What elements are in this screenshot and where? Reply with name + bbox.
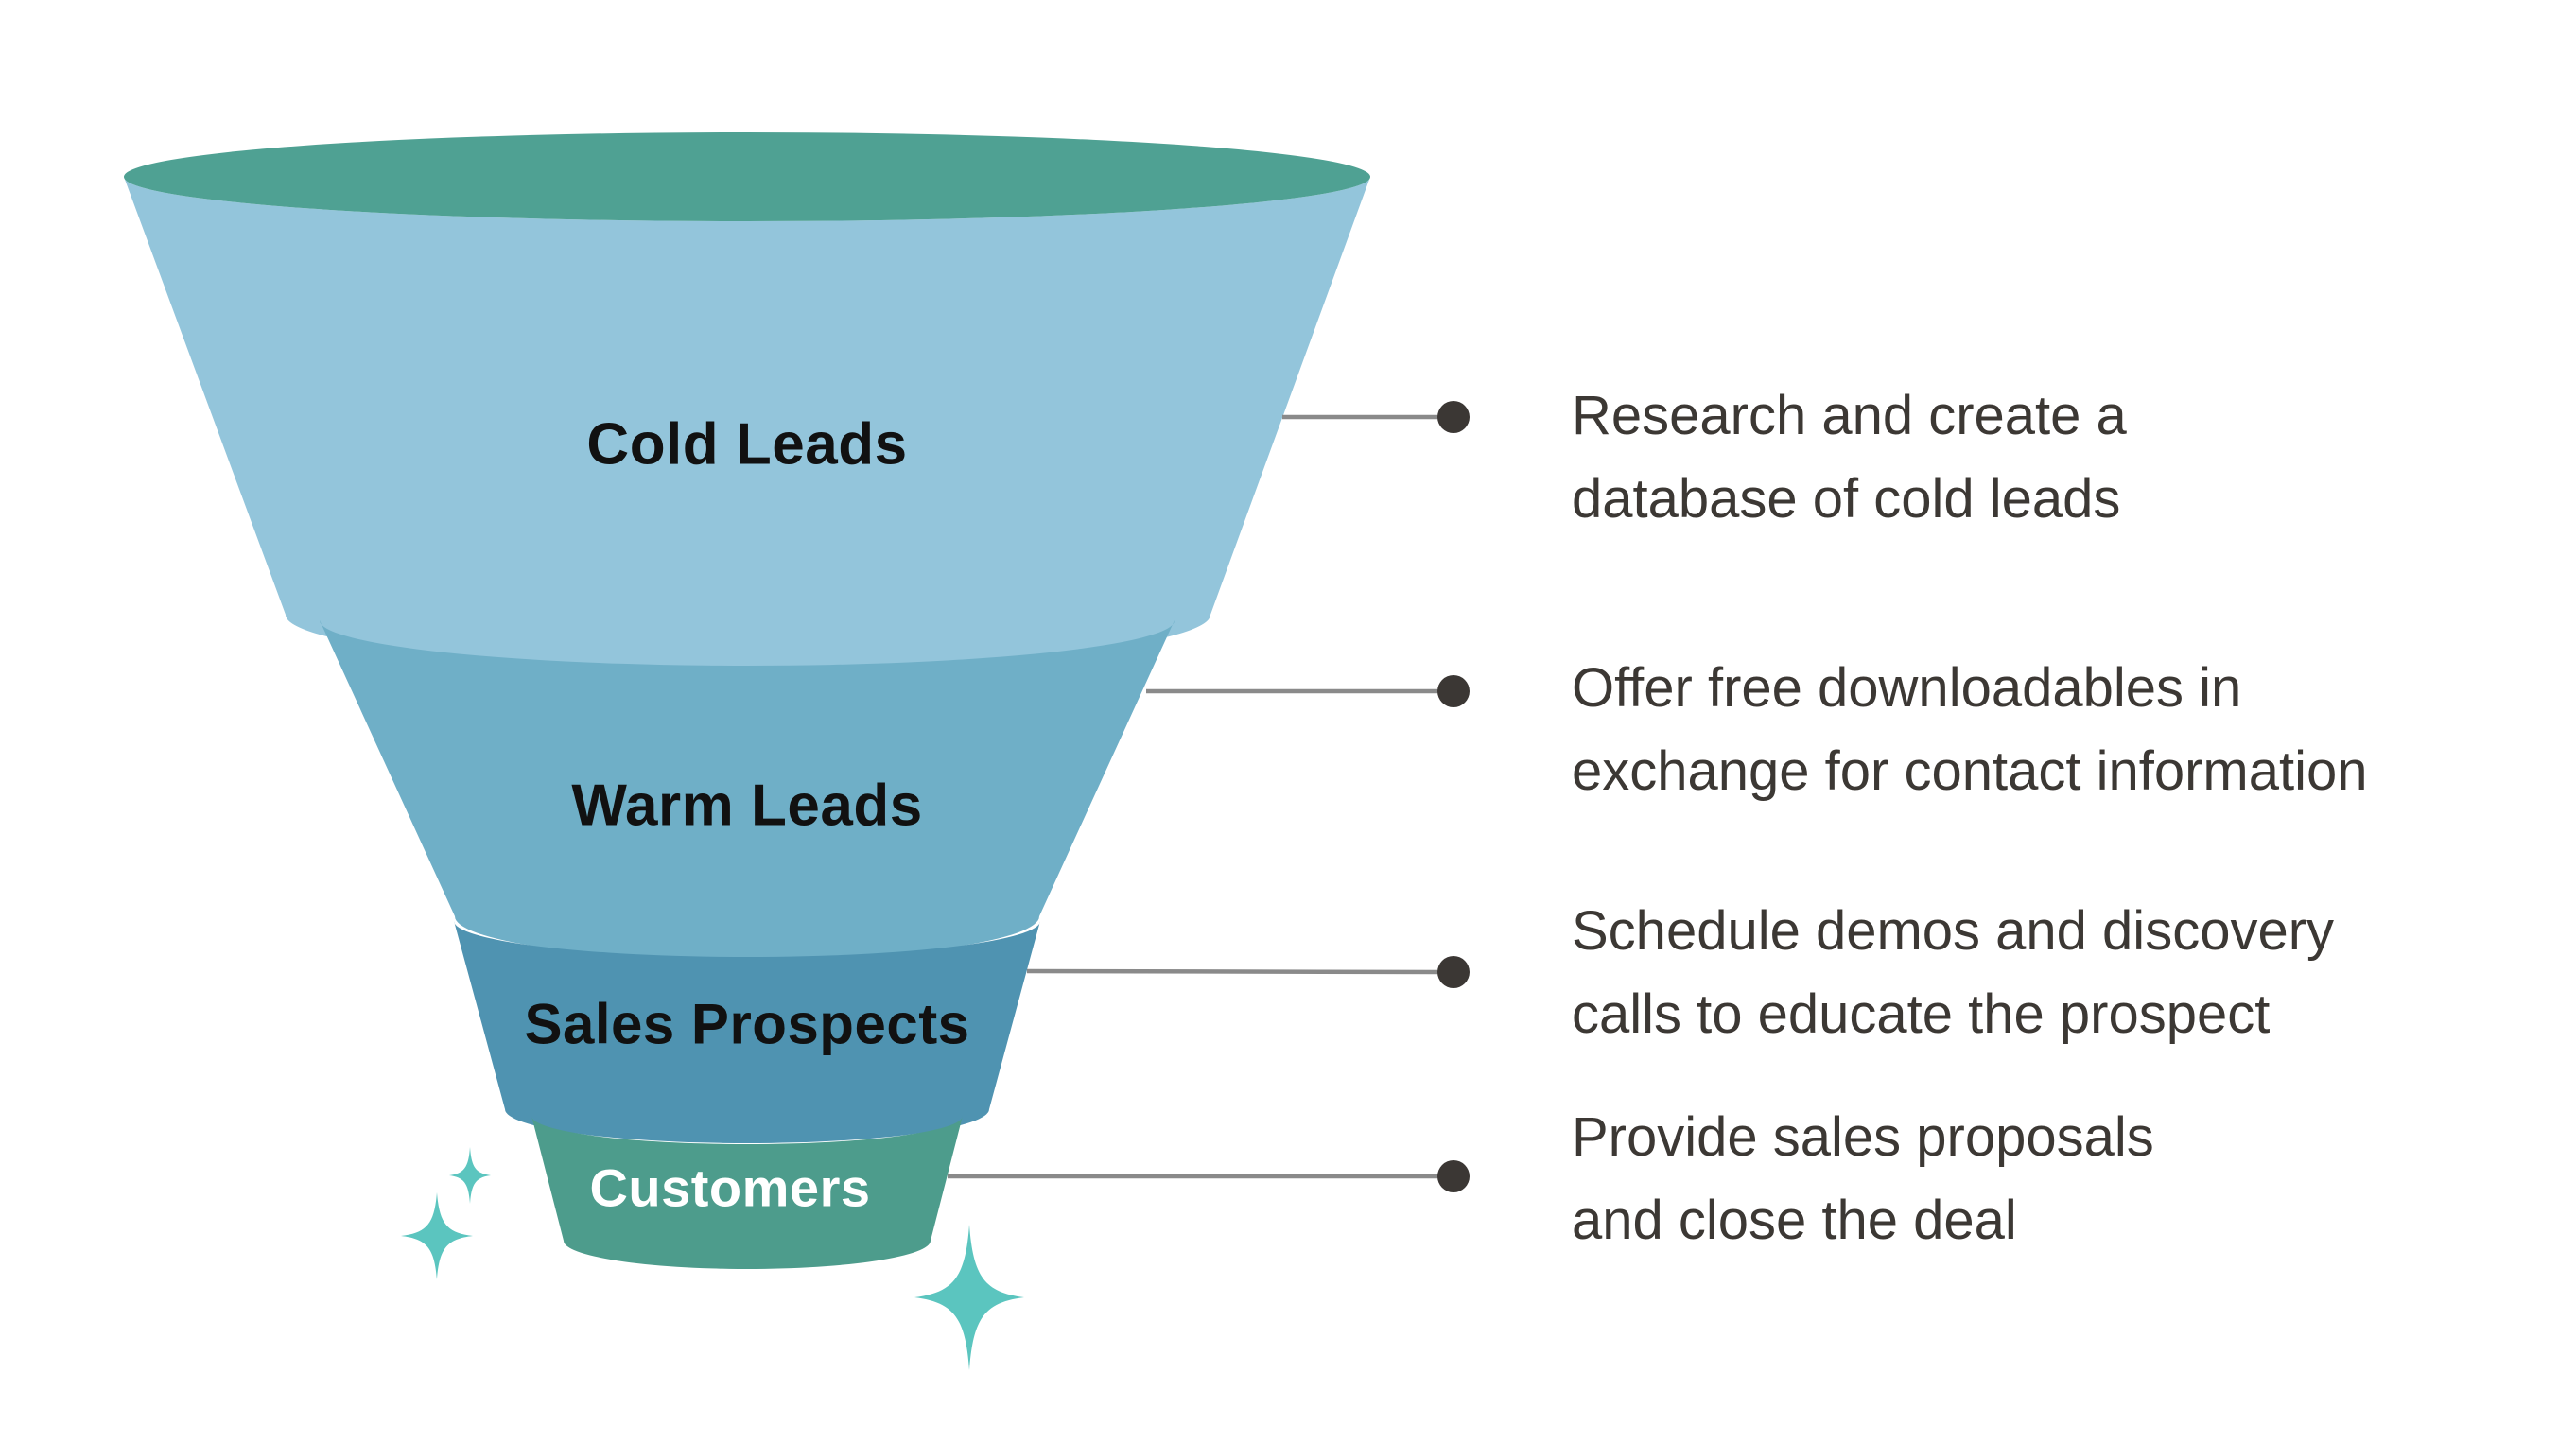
stage-description-cold-leads: Research and create a database of cold l… bbox=[1572, 374, 2127, 541]
funnel-top-opening bbox=[124, 132, 1370, 221]
funnel-stage-sales-prospects-shape bbox=[454, 921, 1040, 1143]
sparkle-icon bbox=[449, 1147, 491, 1204]
stage-label-warm-leads: Warm Leads bbox=[571, 773, 923, 839]
description-line: Schedule demos and discovery bbox=[1572, 900, 2335, 962]
description-line: database of cold leads bbox=[1572, 468, 2121, 530]
connector-dot-warm-leads bbox=[1437, 675, 1470, 707]
description-line: calls to educate the prospect bbox=[1572, 983, 2271, 1045]
funnel-stage-cold-leads-shape bbox=[124, 177, 1370, 668]
description-line: Research and create a bbox=[1572, 385, 2127, 446]
funnel-stage-warm-leads-shape bbox=[320, 620, 1175, 960]
connector-dot-cold-leads bbox=[1437, 401, 1470, 433]
connector-line-sales-prospects bbox=[1026, 968, 1454, 975]
stage-description-sales-prospects: Schedule demos and discovery calls to ed… bbox=[1572, 890, 2334, 1056]
sparkle-icon bbox=[914, 1225, 1024, 1370]
sparkle-decorations bbox=[401, 1147, 1024, 1370]
stage-label-cold-leads: Cold Leads bbox=[586, 411, 908, 478]
sparkle-icon bbox=[401, 1192, 473, 1279]
description-line: and close the deal bbox=[1572, 1190, 2017, 1251]
funnel-stage-customers-shape bbox=[531, 1116, 963, 1269]
connector-dot-sales-prospects bbox=[1437, 956, 1470, 988]
description-line: Offer free downloadables in bbox=[1572, 657, 2242, 719]
description-line: exchange for contact information bbox=[1572, 740, 2368, 802]
connector-dot-customers bbox=[1437, 1160, 1470, 1192]
stage-description-customers: Provide sales proposals and close the de… bbox=[1572, 1096, 2154, 1262]
connector-lines bbox=[948, 414, 1454, 1179]
stage-description-warm-leads: Offer free downloadables in exchange for… bbox=[1572, 647, 2367, 813]
connector-dots bbox=[1437, 401, 1470, 1192]
description-line: Provide sales proposals bbox=[1572, 1106, 2154, 1168]
stage-label-sales-prospects: Sales Prospects bbox=[524, 992, 970, 1056]
stage-label-customers: Customers bbox=[589, 1157, 871, 1218]
